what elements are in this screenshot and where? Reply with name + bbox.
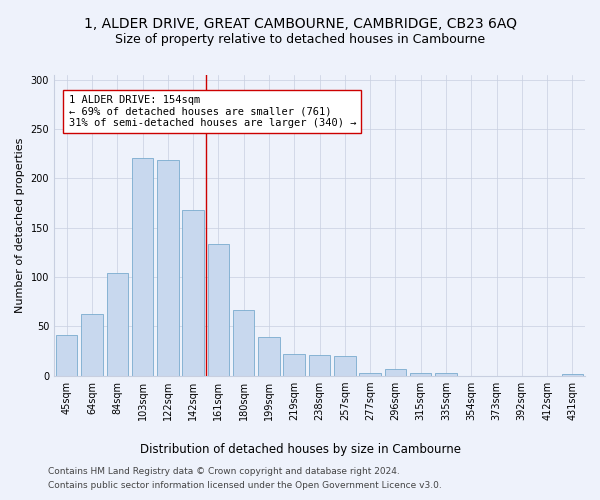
Bar [182,210,204,376]
Bar [359,372,381,376]
Text: 1, ALDER DRIVE, GREAT CAMBOURNE, CAMBRIDGE, CB23 6AQ: 1, ALDER DRIVE, GREAT CAMBOURNE, CAMBRID… [83,18,517,32]
Text: 1 ALDER DRIVE: 154sqm
← 69% of detached houses are smaller (761)
31% of semi-det: 1 ALDER DRIVE: 154sqm ← 69% of detached … [69,94,356,128]
Bar [309,355,330,376]
Bar [435,372,457,376]
Bar [562,374,583,376]
Bar [385,368,406,376]
Bar [283,354,305,376]
Bar [157,160,179,376]
Bar [56,335,77,376]
Text: Contains public sector information licensed under the Open Government Licence v3: Contains public sector information licen… [48,481,442,490]
Bar [258,337,280,376]
Y-axis label: Number of detached properties: Number of detached properties [15,138,25,313]
Bar [334,356,356,376]
Bar [410,372,431,376]
Text: Size of property relative to detached houses in Cambourne: Size of property relative to detached ho… [115,32,485,46]
Text: Contains HM Land Registry data © Crown copyright and database right 2024.: Contains HM Land Registry data © Crown c… [48,467,400,476]
Text: Distribution of detached houses by size in Cambourne: Distribution of detached houses by size … [139,442,461,456]
Bar [107,273,128,376]
Bar [208,244,229,376]
Bar [132,158,153,376]
Bar [81,314,103,376]
Bar [233,310,254,376]
